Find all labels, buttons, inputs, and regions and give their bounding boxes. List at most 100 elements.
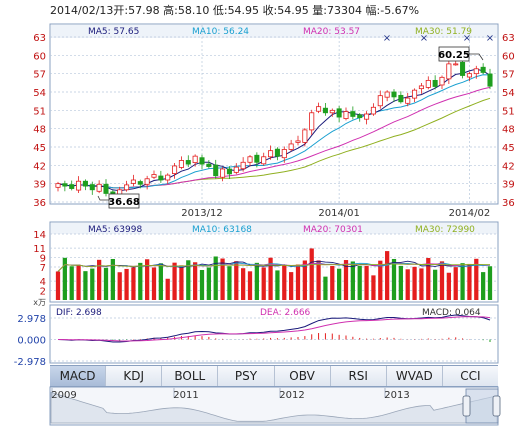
candle-11 — [130, 179, 136, 184]
high-value: 58.10 — [177, 4, 210, 17]
candle-5 — [89, 184, 95, 191]
price-y-tick-right-2: 57 — [502, 70, 515, 81]
navigator-left-handle[interactable] — [462, 395, 471, 417]
volume-bar-23 — [213, 256, 218, 300]
macd-panel[interactable]: 2.978 0.000 -2.978 DIF: 2.698 DEA: 2.666 M… — [14, 304, 499, 368]
price-y-tick-left-1: 60 — [33, 51, 46, 62]
price-y-tick-right-6: 45 — [502, 143, 515, 154]
volume-panel-header-band — [51, 223, 497, 234]
volume-bar-20 — [193, 262, 198, 300]
candle-34 — [288, 143, 294, 150]
candle-24 — [220, 168, 226, 178]
volume-bar-51 — [405, 269, 410, 300]
price-y-tick-left-4: 51 — [33, 106, 46, 117]
volume-bar-8 — [110, 258, 115, 300]
price-y-tick-left-0: 63 — [33, 33, 46, 44]
high-label: 高: — [163, 4, 178, 17]
markers: × × × × — [383, 33, 494, 44]
candle-22 — [206, 163, 212, 167]
ma5-line — [57, 68, 491, 192]
tab-macd[interactable]: MACD — [50, 366, 107, 386]
macd-y-tick-1: 0.000 — [17, 336, 46, 347]
candle-0 — [55, 183, 61, 188]
volume-y-tick-1: 11 — [33, 244, 46, 255]
volume-bar-35 — [295, 264, 301, 300]
candle-36 — [302, 129, 308, 143]
volume-bar-16 — [165, 278, 170, 300]
open-value: 57.98 — [128, 4, 160, 17]
low-annotation: 36.68 — [97, 193, 140, 209]
candle-37 — [309, 112, 315, 131]
candle-41 — [336, 108, 342, 118]
volume-bar-1 — [62, 257, 67, 300]
volume-bar-60 — [467, 263, 472, 300]
volume-bar-25 — [227, 266, 232, 300]
tab-wvad[interactable]: WVAD — [387, 366, 443, 386]
price-y-tick-right-8: 39 — [502, 180, 515, 191]
tab-boll[interactable]: BOLL — [162, 366, 219, 386]
candle-26 — [233, 166, 239, 173]
navigator-right-handle[interactable] — [492, 395, 501, 417]
navigator-year-2: 2012 — [279, 390, 304, 401]
volume-bar-59 — [460, 263, 465, 300]
volume-bar-24 — [220, 258, 225, 300]
volume-bar-46 — [371, 275, 376, 300]
volume-ma-label-3: MA30: 72990 — [415, 225, 475, 235]
volume-bar-0 — [55, 271, 61, 300]
price-panel[interactable]: 63 60 57 54 51 48 45 42 39 36 63 60 57 54 51 48 45 42 39 3… — [33, 23, 515, 219]
candle-31 — [268, 150, 274, 158]
volume-bar-48 — [385, 251, 390, 300]
volume-bar-61 — [474, 258, 479, 300]
navigator-history-area — [50, 391, 498, 424]
volume-unit: x万 — [33, 298, 46, 307]
tab-psy[interactable]: PSY — [218, 366, 275, 386]
volume-bar-30 — [261, 267, 266, 300]
candle-53 — [418, 85, 424, 90]
candle-42 — [343, 111, 349, 119]
volume-bar-43 — [350, 261, 355, 300]
tab-cci[interactable]: CCI — [460, 369, 481, 383]
volume-y-tick-0: 14 — [33, 230, 46, 241]
candle-16 — [165, 174, 171, 181]
volume-bar-36 — [302, 260, 307, 300]
low-annotation-pointer — [97, 195, 109, 201]
candle-33 — [281, 149, 287, 159]
price-x-tick-2: 2014/02 — [449, 208, 491, 219]
volume-ma-lines — [57, 260, 491, 272]
volume-bar-29 — [254, 262, 259, 300]
macd-panel-frame — [49, 304, 499, 364]
tab-rsi[interactable]: RSI — [331, 366, 387, 386]
volume-bar-53 — [419, 268, 424, 300]
price-grid — [50, 25, 498, 204]
candle-12 — [137, 181, 143, 185]
volume-value: 73304 — [327, 4, 362, 17]
candle-55 — [432, 79, 438, 87]
marker-4: × — [486, 33, 494, 44]
quote-date: 2014/02/13 — [50, 4, 114, 17]
volume-ma-legend: MA5: 63998 MA10: 63168 MA20: 70301 MA30: 72… — [88, 225, 475, 235]
candle-15 — [158, 175, 164, 181]
marker-2: × — [420, 33, 428, 44]
candle-51 — [405, 97, 411, 104]
volume-bar-14 — [151, 267, 157, 300]
macd-y-ticks: 2.978 0.000 -2.978 — [14, 314, 46, 368]
volume-bar-34 — [289, 272, 294, 300]
price-y-ticks-left: 63 60 57 54 51 48 45 42 39 36 — [33, 33, 46, 209]
volume-y-tick-5: 2 — [40, 287, 46, 298]
volume-ma30-polyline — [57, 263, 491, 272]
candle-35 — [295, 140, 301, 143]
candle-60 — [466, 73, 472, 78]
tab-kdj[interactable]: KDJ — [106, 366, 163, 386]
candle-43 — [350, 111, 356, 117]
volume-label: 量: — [312, 4, 327, 17]
tab-obv[interactable]: OBV — [275, 366, 331, 386]
candle-40 — [329, 109, 335, 114]
dea-label: DEA: 2.666 — [260, 308, 311, 318]
time-navigator[interactable]: 2009 2011 2012 2013 — [49, 386, 501, 426]
close-value: 54.95 — [277, 4, 309, 17]
change-label: 幅: — [365, 4, 381, 17]
candle-2 — [69, 184, 75, 189]
volume-bar-3 — [76, 264, 81, 300]
